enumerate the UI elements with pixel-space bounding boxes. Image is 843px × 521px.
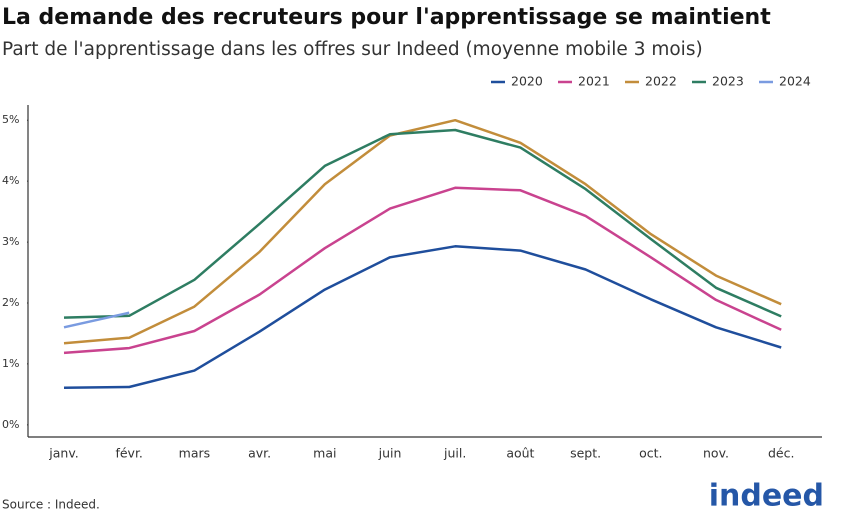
legend-label: 2024 <box>779 74 811 89</box>
x-tick-label: mai <box>313 446 336 461</box>
series-line <box>63 186 782 355</box>
x-tick-label: avr. <box>248 446 271 461</box>
x-tick-label: déc. <box>768 446 794 461</box>
source-note: Source : Indeed. <box>2 498 100 512</box>
chart-title: La demande des recruteurs pour l'apprent… <box>2 5 771 30</box>
legend-label: 2020 <box>511 74 543 89</box>
y-tick-label: 2% <box>2 296 19 309</box>
x-tick-label: sept. <box>570 446 601 461</box>
logo: indeed <box>709 479 824 514</box>
x-tick-label: févr. <box>115 446 142 461</box>
y-tick-label: 5% <box>2 113 19 126</box>
x-tick-label: juin <box>378 446 402 461</box>
x-tick-label: oct. <box>639 446 662 461</box>
series-line <box>63 311 130 329</box>
x-tick-label: août <box>506 446 534 461</box>
y-tick-label: 1% <box>2 357 19 370</box>
x-tick-label: mars <box>179 446 211 461</box>
series-line <box>63 128 782 319</box>
legend-label: 2022 <box>645 74 677 89</box>
legend-label: 2021 <box>578 74 610 89</box>
series-line <box>63 118 782 345</box>
x-tick-label: juil. <box>443 446 466 461</box>
y-tick-label: 3% <box>2 235 19 248</box>
y-tick-label: 4% <box>2 174 19 187</box>
y-tick-label: 0% <box>2 418 19 431</box>
chart-subtitle: Part de l'apprentissage dans les offres … <box>2 39 703 60</box>
x-tick-label: nov. <box>703 446 729 461</box>
legend-label: 2023 <box>712 74 744 89</box>
x-tick-label: janv. <box>48 446 78 461</box>
series-line <box>63 245 782 389</box>
